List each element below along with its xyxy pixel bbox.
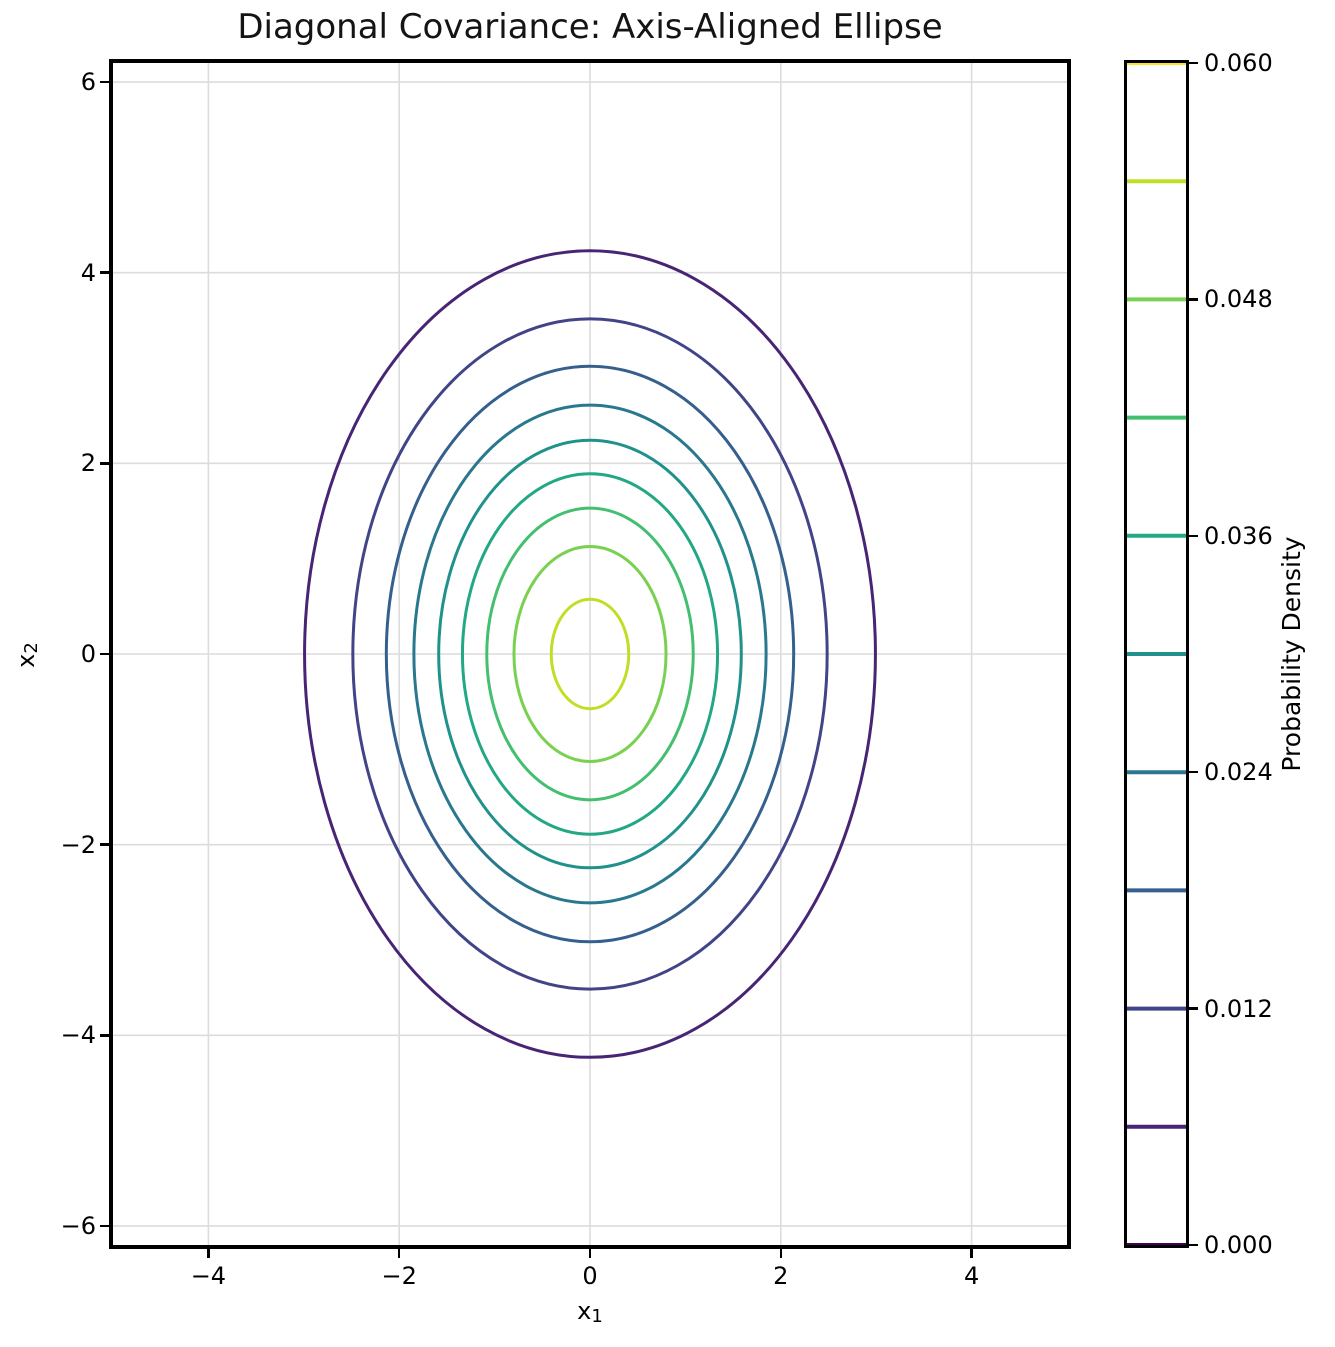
x-tick bbox=[970, 1249, 973, 1258]
contour-ellipse bbox=[351, 317, 829, 991]
colorbar-tick bbox=[1189, 298, 1198, 301]
colorbar-tick bbox=[1189, 1007, 1198, 1010]
y-tick-label: −2 bbox=[60, 830, 96, 859]
contour-ellipse bbox=[437, 438, 743, 870]
x-tick bbox=[588, 1249, 592, 1258]
contour-ellipse bbox=[485, 506, 695, 802]
x-tick-label: 4 bbox=[963, 1262, 980, 1290]
y-tick-label: 2 bbox=[80, 449, 96, 478]
y-tick-label: 6 bbox=[80, 68, 96, 97]
x-tick-label: 2 bbox=[773, 1262, 789, 1290]
contour-ellipse bbox=[460, 472, 720, 836]
x-tick bbox=[779, 1249, 783, 1258]
x-tick bbox=[207, 1249, 210, 1258]
plot-area bbox=[109, 59, 1071, 1249]
colorbar bbox=[1124, 60, 1189, 1248]
y-tick-label: 4 bbox=[80, 258, 96, 287]
y-tick bbox=[100, 843, 109, 846]
contour-ellipse bbox=[549, 597, 631, 711]
colorbar-tick bbox=[1189, 1243, 1198, 1247]
page-title: Diagonal Covariance: Axis-Aligned Ellips… bbox=[237, 7, 943, 47]
colorbar-tick bbox=[1189, 770, 1198, 774]
x-axis-label: x1 bbox=[577, 1297, 603, 1327]
y-tick-label: −4 bbox=[60, 1021, 96, 1050]
y-tick bbox=[100, 1034, 109, 1037]
y-tick bbox=[100, 1224, 109, 1228]
x-tick-label: 0 bbox=[582, 1262, 598, 1290]
y-tick bbox=[100, 652, 109, 656]
colorbar-label: Probability Density bbox=[1277, 536, 1306, 772]
x-tick-label: −4 bbox=[190, 1262, 227, 1290]
contour-ellipse bbox=[412, 403, 768, 905]
x-tick-label: −2 bbox=[381, 1262, 417, 1290]
colorbar-tick bbox=[1189, 61, 1198, 65]
colorbar-tick-label: 0.024 bbox=[1204, 758, 1273, 787]
colorbar-tick-label: 0.012 bbox=[1204, 994, 1273, 1023]
contour-ellipse bbox=[384, 364, 796, 944]
contour-ellipse bbox=[303, 249, 877, 1059]
colorbar-tick-label: 0.060 bbox=[1204, 49, 1273, 77]
contour-plot-canvas bbox=[113, 63, 1067, 1245]
colorbar-tick-label: 0.048 bbox=[1204, 285, 1273, 314]
contour-ellipse bbox=[512, 544, 668, 764]
colorbar-canvas bbox=[1127, 63, 1186, 1245]
y-tick bbox=[100, 271, 109, 274]
y-tick-label: 0 bbox=[80, 640, 96, 668]
y-tick-label: −6 bbox=[60, 1211, 96, 1240]
colorbar-tick-label: 0.000 bbox=[1204, 1231, 1273, 1259]
x-tick bbox=[397, 1249, 401, 1258]
colorbar-tick-label: 0.036 bbox=[1204, 521, 1273, 550]
y-tick bbox=[100, 462, 109, 465]
y-tick bbox=[100, 80, 109, 84]
colorbar-tick bbox=[1189, 534, 1198, 538]
